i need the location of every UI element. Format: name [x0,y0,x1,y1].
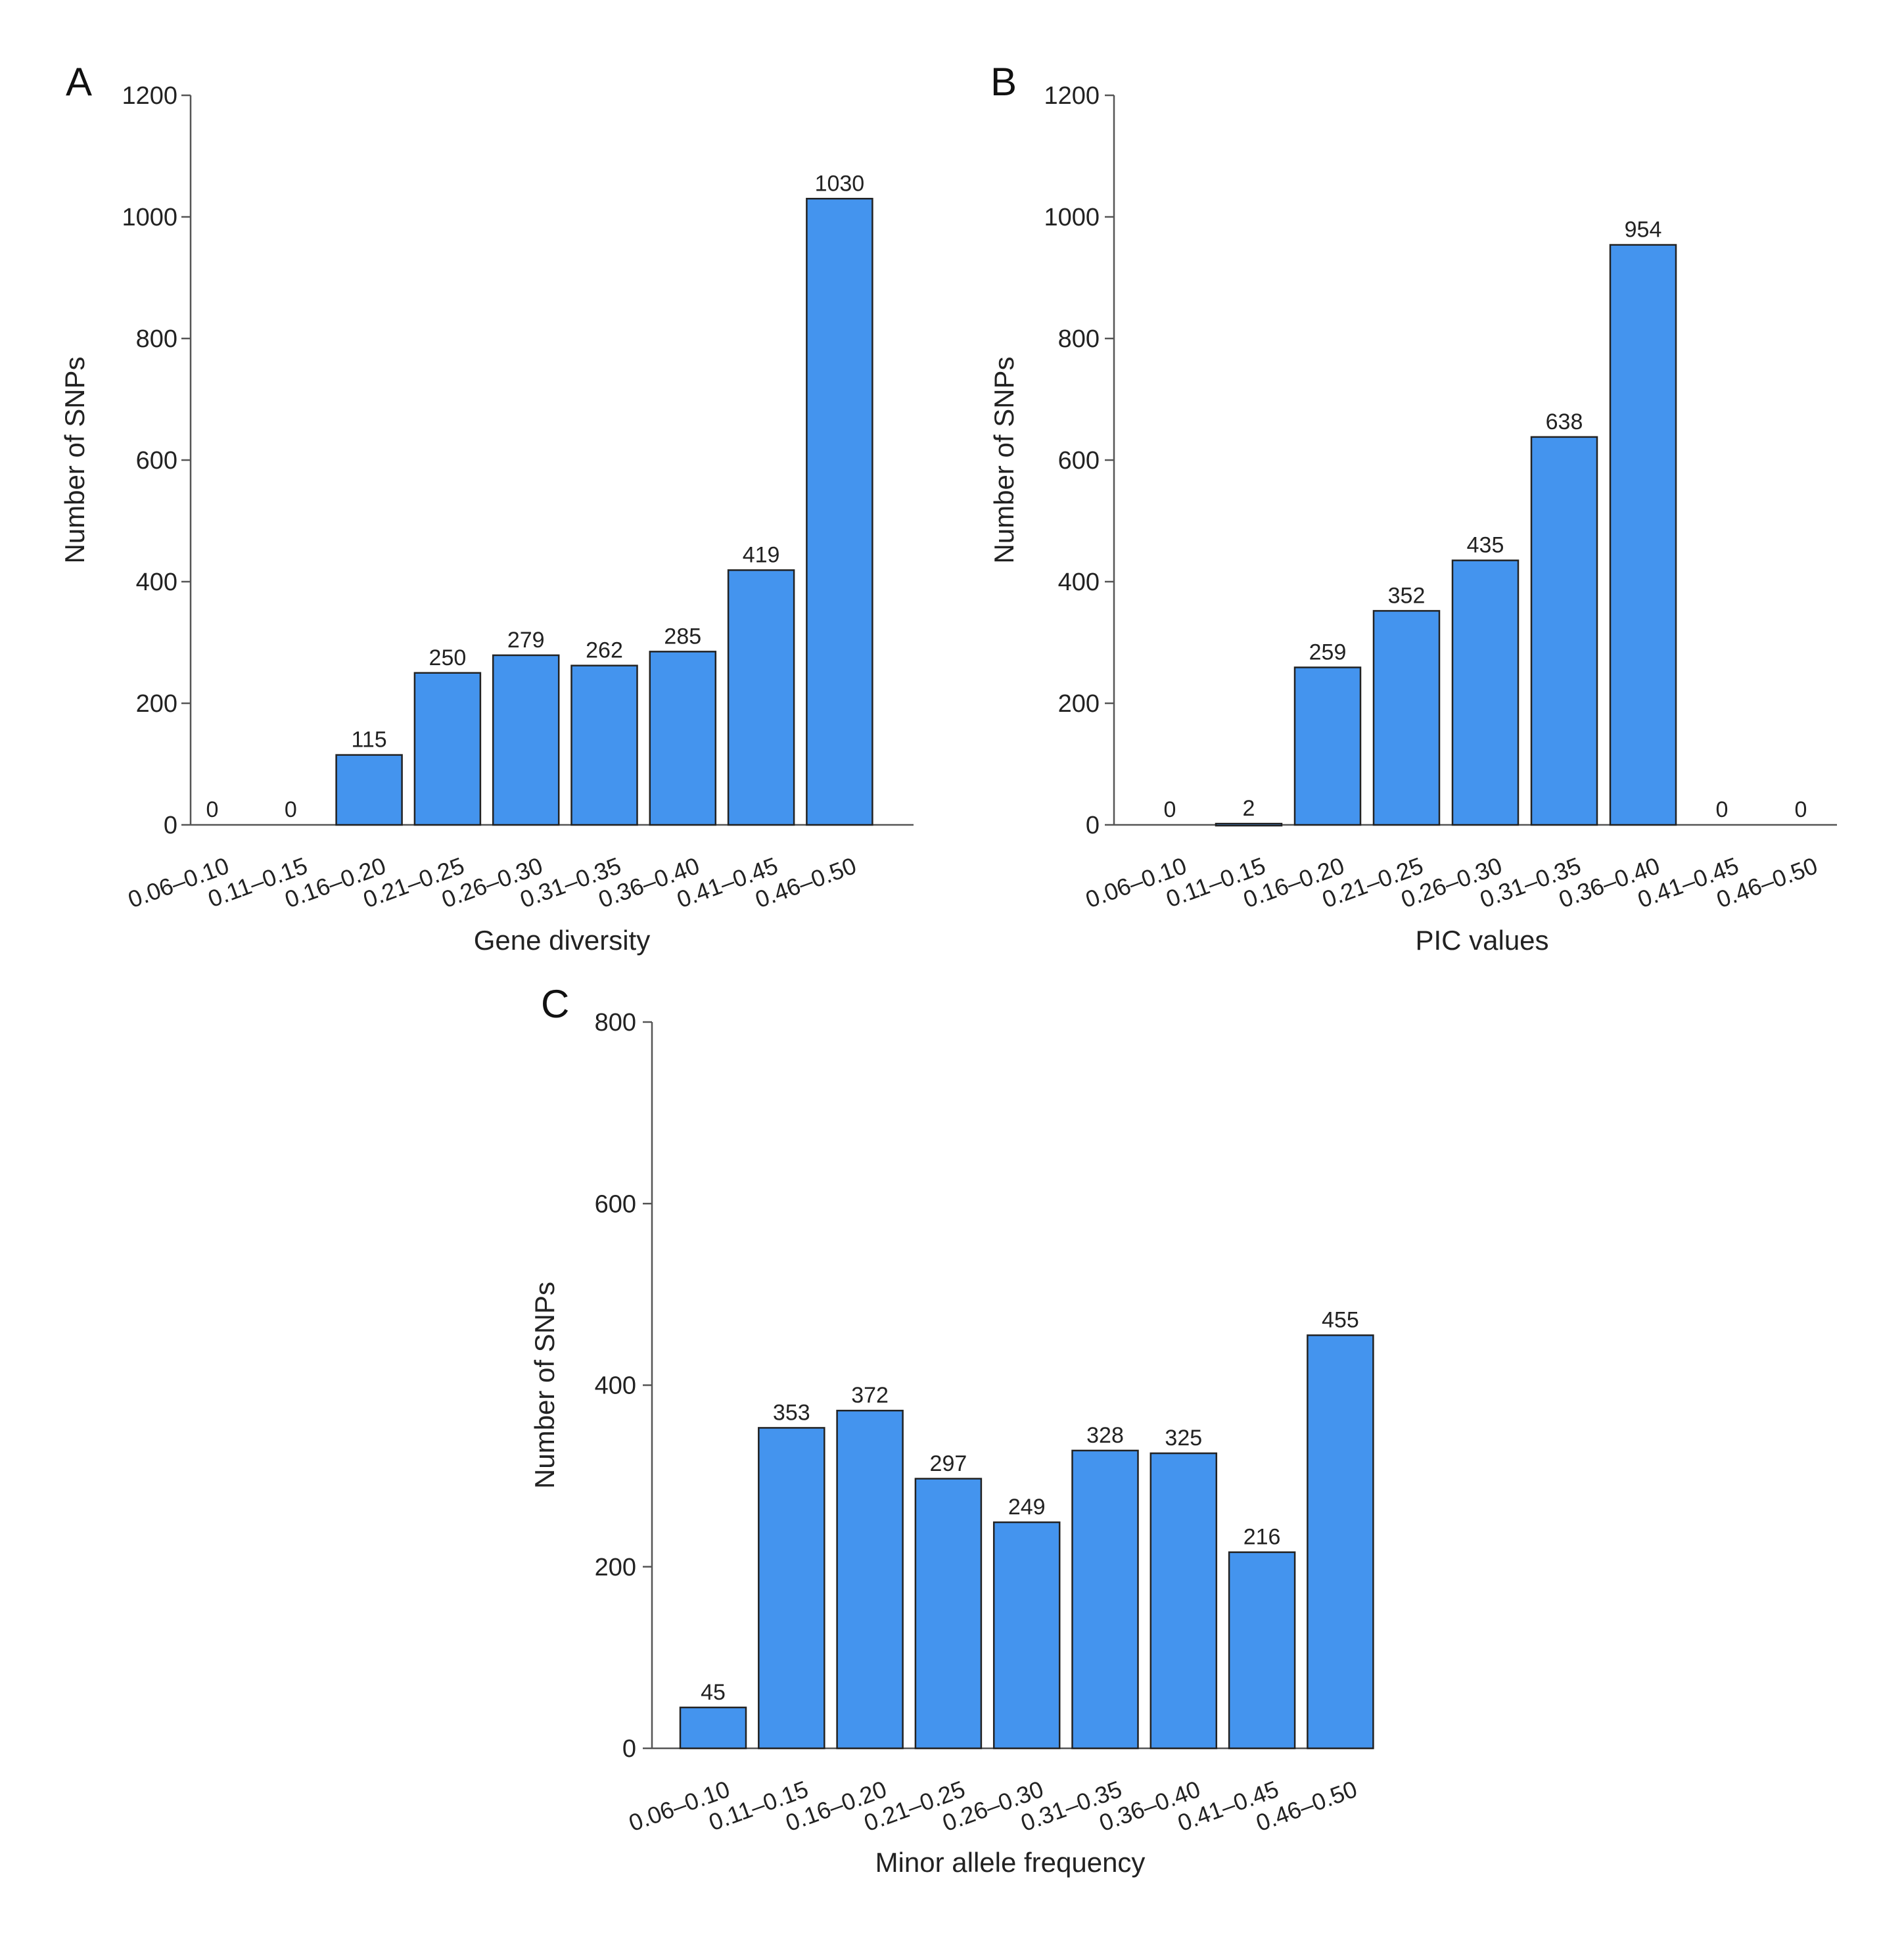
data-label: 325 [1165,1426,1202,1451]
data-label: 954 [1625,218,1662,243]
bar [335,754,403,826]
panel-letter-c: C [541,982,569,1026]
y-axis-title-a: Number of SNPs [59,356,90,563]
y-tick-label: 200 [595,1554,636,1581]
bar [1372,610,1441,826]
data-label: 262 [586,638,623,663]
data-label: 353 [773,1400,810,1425]
bar [570,664,638,826]
panel-letter-b: B [990,60,1017,104]
data-label: 2 [1243,796,1255,821]
bar [1530,436,1598,826]
bar [1215,822,1283,827]
bar [679,1706,747,1750]
y-tick-label: 400 [595,1372,636,1400]
y-axis-title-b: Number of SNPs [988,356,1019,563]
y-tick-label: 1200 [1044,82,1100,110]
data-label: 0 [1795,797,1807,822]
data-label: 0 [1716,797,1729,822]
data-label: 352 [1388,583,1426,608]
bar [649,651,717,826]
bar [1307,1334,1374,1750]
bar [492,654,560,826]
y-tick-label: 400 [1058,569,1100,596]
data-label: 638 [1546,409,1583,434]
data-label: 0 [285,797,297,822]
x-axis-title-b: PIC values [1415,925,1548,956]
data-label: 249 [1008,1495,1046,1520]
data-label: 419 [743,542,780,567]
y-tick-label: 200 [136,690,177,718]
data-label: 279 [507,628,545,653]
bar [1451,559,1520,826]
bar [806,198,873,826]
y-tick-label: 0 [622,1735,636,1763]
y-tick-label: 800 [136,325,177,353]
y-tick-label: 800 [595,1009,636,1036]
panel-b: B 02004006008001000120000.06–0.1020.11–0… [988,60,1837,956]
data-label: 0 [206,797,219,822]
data-label: 216 [1243,1525,1281,1550]
bar [992,1521,1061,1750]
panel-c: C 0200400600800450.06–0.103530.11–0.1537… [529,982,1374,1878]
y-tick-label: 400 [136,569,177,596]
y-tick-label: 800 [1058,325,1100,353]
y-tick-label: 0 [164,812,177,839]
bar [1149,1452,1218,1750]
data-label: 435 [1467,533,1504,558]
bar [758,1427,825,1750]
bar [914,1478,983,1750]
data-label: 372 [851,1383,889,1408]
data-label: 297 [930,1451,967,1476]
data-label: 328 [1086,1423,1124,1448]
x-axis-title-c: Minor allele frequency [875,1847,1146,1878]
bar [1293,666,1362,826]
panel-a: A 02004006008001000120000.06–0.1000.11–0… [59,60,914,956]
data-label: 115 [351,728,386,753]
bar [1071,1449,1139,1750]
y-tick-label: 600 [136,447,177,475]
y-axis-title-c: Number of SNPs [529,1282,560,1489]
data-label: 455 [1322,1308,1359,1333]
y-tick-label: 600 [1058,447,1100,475]
bar [836,1409,904,1750]
y-tick-label: 600 [595,1190,636,1218]
y-tick-label: 1000 [1044,204,1100,231]
bar [1228,1551,1296,1750]
bar [727,569,795,826]
data-label: 259 [1309,640,1347,664]
data-label: 250 [429,645,467,670]
data-label: 45 [701,1680,726,1705]
y-tick-label: 1000 [122,204,177,231]
data-label: 1030 [815,171,865,196]
y-tick-label: 0 [1086,812,1100,839]
bar [413,672,482,826]
bar [1609,244,1677,826]
data-label: 285 [664,624,701,649]
x-axis-title-a: Gene diversity [474,925,650,956]
panel-letter-a: A [66,60,92,104]
data-label: 0 [1164,797,1176,822]
y-tick-label: 200 [1058,690,1100,718]
y-tick-label: 1200 [122,82,177,110]
